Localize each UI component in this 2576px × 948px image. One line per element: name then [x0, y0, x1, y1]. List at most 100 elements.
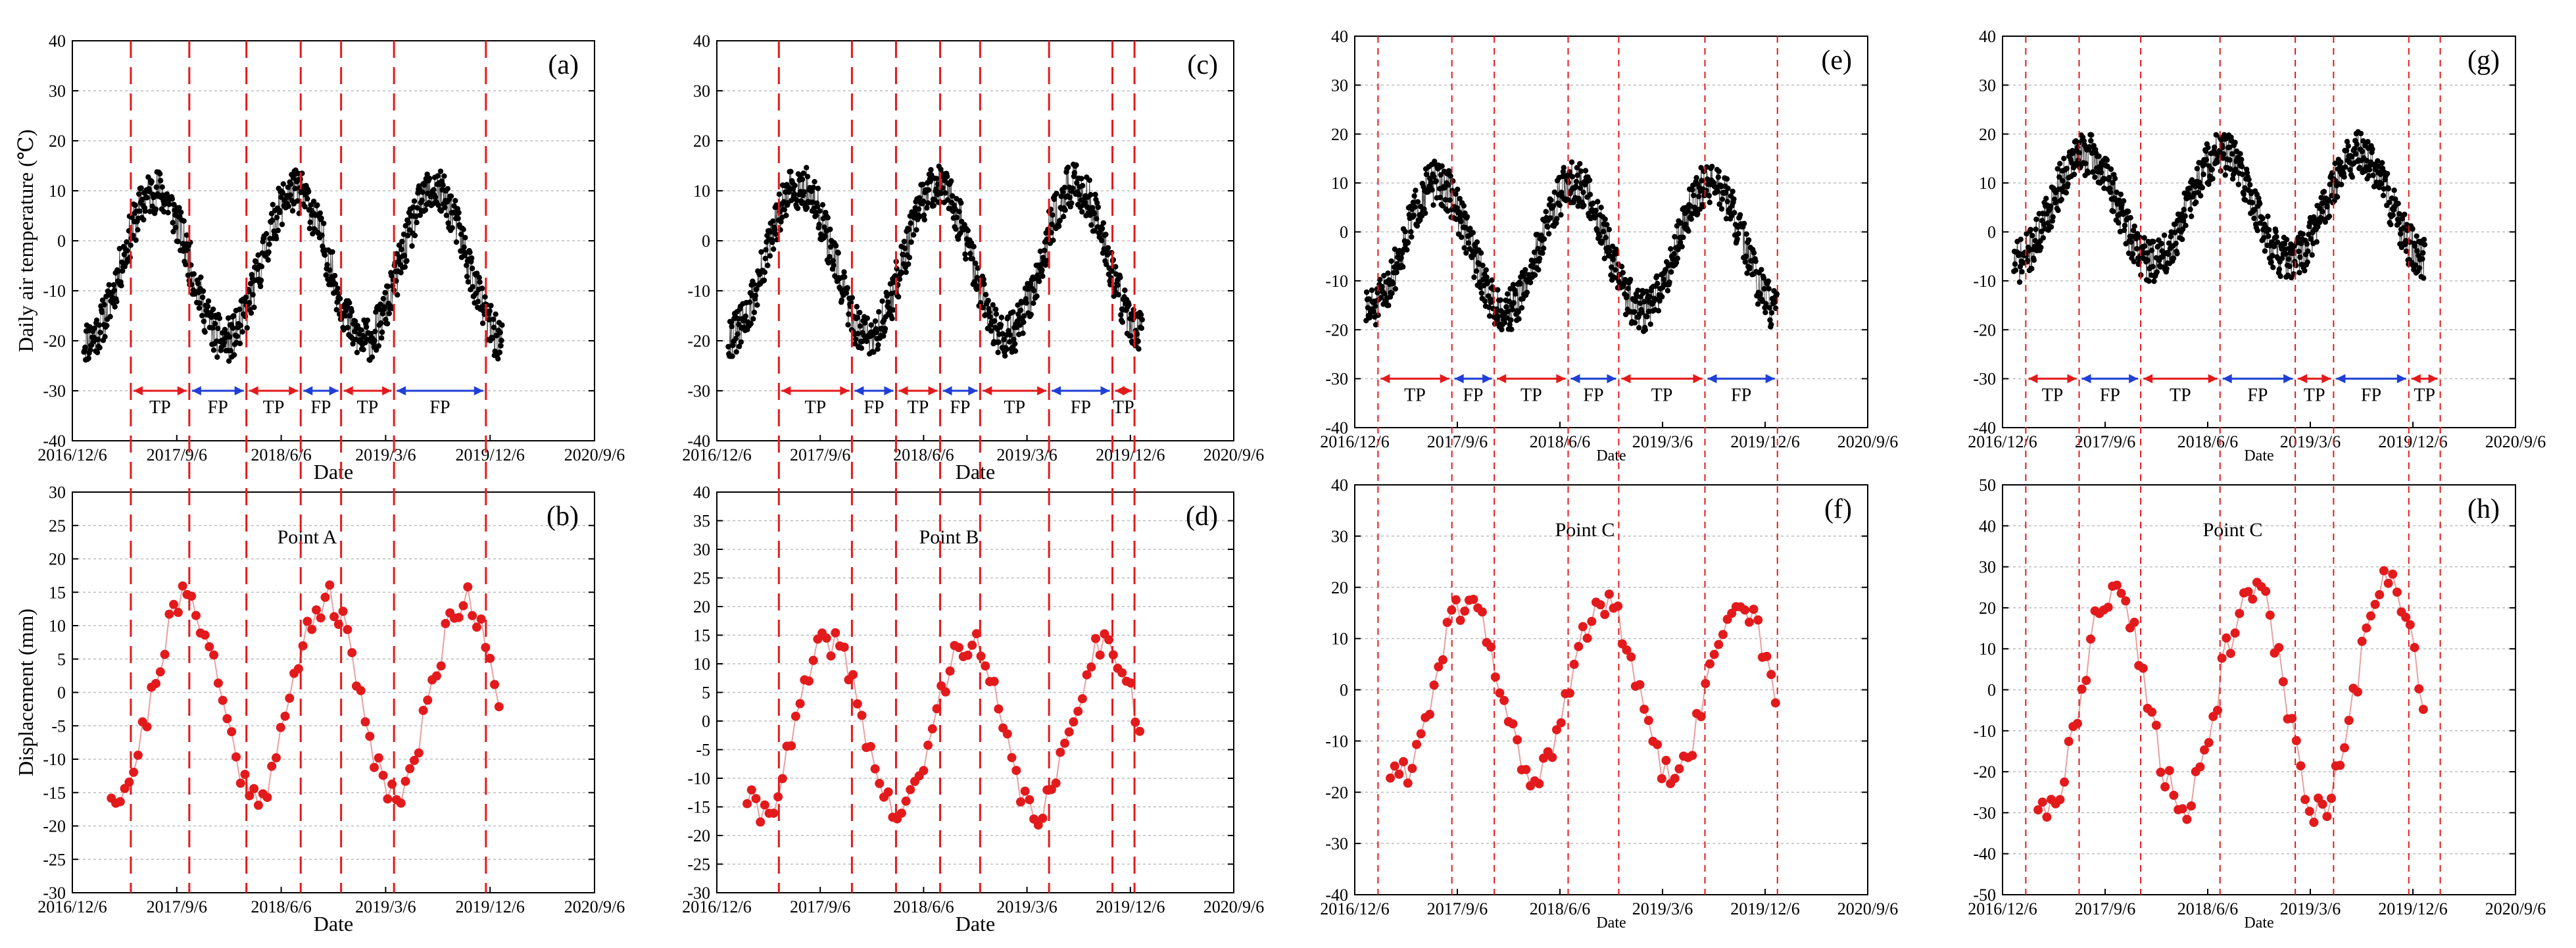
temp-point — [2300, 231, 2306, 237]
temp-point — [1536, 255, 1543, 262]
disp-point — [852, 699, 862, 709]
temp-point — [170, 228, 176, 235]
disp-point — [865, 741, 875, 751]
temp-point — [364, 317, 371, 323]
temp-point — [1685, 208, 1691, 214]
temp-point — [2293, 262, 2299, 268]
temp-point — [1680, 234, 1686, 240]
temp-point — [2189, 213, 2195, 220]
arrow-head-left — [2336, 374, 2346, 384]
x-tick-label: 2018/6/6 — [2177, 899, 2238, 918]
temp-point — [2214, 159, 2220, 165]
disp-point — [1565, 688, 1574, 698]
temp-point — [1381, 272, 1387, 279]
arrow-head-right — [1123, 386, 1132, 395]
temp-point — [2199, 185, 2205, 191]
temp-point — [2150, 264, 2156, 270]
disp-point — [280, 711, 290, 721]
temp-point — [2085, 170, 2091, 176]
temp-point — [1069, 200, 1075, 206]
temp-point — [2212, 144, 2218, 150]
temp-point — [884, 293, 890, 299]
disp-point — [329, 612, 339, 622]
disp-point — [1770, 698, 1780, 708]
temp-point — [251, 305, 257, 311]
temp-point — [848, 299, 854, 306]
temp-point — [422, 207, 429, 213]
temp-point — [1482, 298, 1488, 304]
temp-point — [1731, 196, 1737, 202]
temp-point — [277, 209, 283, 215]
disp-point — [2116, 588, 2126, 598]
y-tick-label: -30 — [43, 884, 66, 903]
temp-point — [754, 302, 760, 308]
temp-point — [830, 258, 836, 264]
temp-point — [954, 214, 960, 220]
temp-point — [827, 226, 833, 232]
temp-point — [2283, 251, 2289, 257]
temp-point — [402, 264, 408, 270]
arrow-head-right — [2067, 374, 2077, 384]
temp-point — [2239, 171, 2246, 178]
temp-point — [814, 203, 821, 209]
temp-point — [998, 322, 1004, 328]
arrow-head-right — [2208, 374, 2218, 384]
temp-point — [1499, 326, 1505, 333]
temp-point — [195, 280, 201, 287]
temp-point — [996, 339, 1002, 345]
temp-point — [1505, 309, 1511, 314]
temp-point — [1027, 281, 1034, 287]
temp-point — [1551, 189, 1557, 195]
temp-point — [771, 226, 778, 232]
temp-point — [825, 214, 831, 221]
temp-point — [1632, 298, 1639, 305]
temp-point — [1379, 284, 1385, 289]
temp-point — [2233, 166, 2239, 172]
temp-point — [2092, 174, 2098, 180]
arrow-head-left — [303, 386, 313, 395]
temp-point — [1057, 217, 1063, 224]
temp-point — [928, 166, 934, 173]
temp-point — [2262, 248, 2268, 254]
temp-point — [1100, 220, 1107, 226]
temp-point — [2261, 235, 2267, 241]
temp-point — [460, 226, 466, 232]
temp-point — [2270, 264, 2276, 270]
temp-point — [379, 311, 386, 317]
temp-point — [1430, 202, 1436, 208]
disp-point — [365, 732, 375, 741]
period-label: TP — [2042, 386, 2064, 406]
disp-point — [2112, 580, 2122, 590]
temp-point — [1761, 286, 1767, 292]
disp-point — [896, 809, 906, 818]
temp-point — [341, 327, 347, 333]
temp-point — [2203, 157, 2210, 162]
temp-point — [2056, 174, 2062, 180]
temp-point — [175, 238, 181, 245]
disp-point — [476, 614, 486, 624]
y-tick-label: 25 — [693, 569, 710, 588]
disp-point — [1762, 651, 1772, 661]
temp-point — [352, 318, 358, 324]
x-tick-label: 2016/12/6 — [37, 897, 107, 916]
disp-point — [1091, 634, 1100, 643]
y-tick-label: 25 — [49, 516, 66, 536]
temp-point — [1625, 286, 1631, 291]
disp-point — [2164, 766, 2174, 776]
disp-point — [262, 793, 272, 803]
temp-point — [114, 299, 120, 305]
temp-point — [231, 352, 237, 358]
temp-point — [244, 325, 250, 331]
disp-point — [169, 599, 179, 609]
panel-label: (c) — [1187, 50, 1218, 80]
temp-point — [778, 218, 784, 225]
temp-point — [479, 286, 485, 291]
temp-point — [435, 202, 441, 209]
temp-point — [2064, 165, 2070, 172]
temp-point — [2341, 174, 2347, 180]
temp-point — [948, 178, 954, 184]
temp-point — [1089, 205, 1096, 211]
temp-point — [1761, 275, 1766, 281]
disp-point — [1469, 595, 1478, 604]
disp-point — [343, 624, 352, 634]
